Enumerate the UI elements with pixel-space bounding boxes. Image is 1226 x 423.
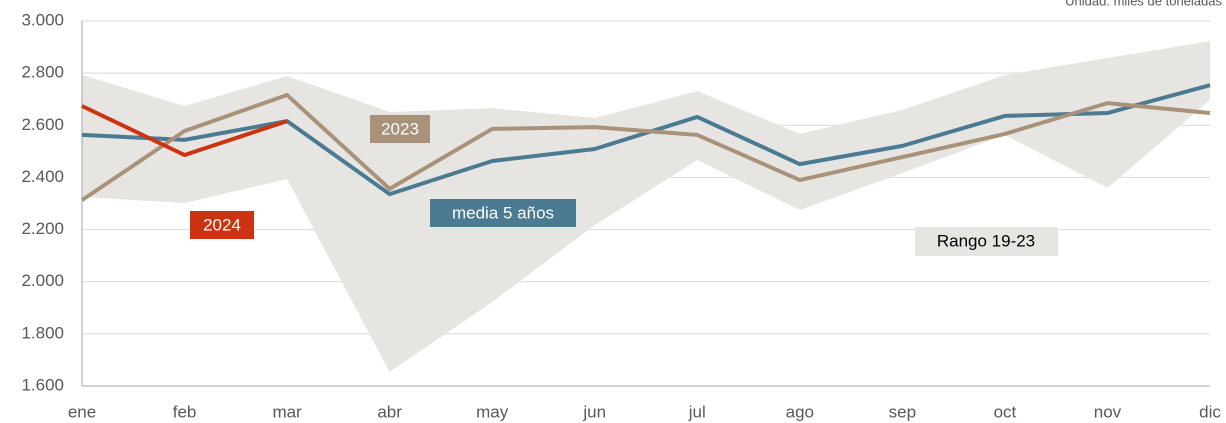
y-tick-label: 2.200 <box>21 219 64 238</box>
y-tick-label: 2.000 <box>21 271 64 290</box>
x-tick-label: jul <box>688 402 706 421</box>
band-label-box <box>915 227 1058 256</box>
series-label: 2023 <box>381 119 419 138</box>
y-tick-label: 2.600 <box>21 115 64 134</box>
band-label: Rango 19-23 <box>937 231 1035 250</box>
y-tick-label: 2.400 <box>21 167 64 186</box>
x-tick-label: jun <box>582 402 606 421</box>
series-label: 2024 <box>203 215 241 234</box>
x-tick-label: feb <box>173 402 197 421</box>
x-tick-label: may <box>476 402 509 421</box>
series-label-box <box>430 199 576 227</box>
series-label-box <box>190 211 254 239</box>
x-tick-label: oct <box>994 402 1017 421</box>
unit-note: Unidad: miles de toneladas <box>1065 0 1222 8</box>
series-line <box>81 104 288 158</box>
x-tick-label: ene <box>68 402 96 421</box>
series-label-box <box>370 115 430 143</box>
x-tick-label: mar <box>272 402 302 421</box>
y-tick-label: 3.000 <box>21 10 64 29</box>
x-tick-label: nov <box>1094 402 1122 421</box>
x-tick-label: abr <box>377 402 402 421</box>
range-band <box>82 41 1210 372</box>
y-tick-label: 2.800 <box>21 63 64 82</box>
x-tick-label: dic <box>1199 402 1221 421</box>
series-line <box>80 93 1211 202</box>
y-tick-label: 1.600 <box>21 375 64 394</box>
x-tick-label: ago <box>786 402 814 421</box>
x-tick-label: sep <box>889 402 916 421</box>
y-tick-label: 1.800 <box>21 323 64 342</box>
series-label: media 5 años <box>452 203 554 222</box>
